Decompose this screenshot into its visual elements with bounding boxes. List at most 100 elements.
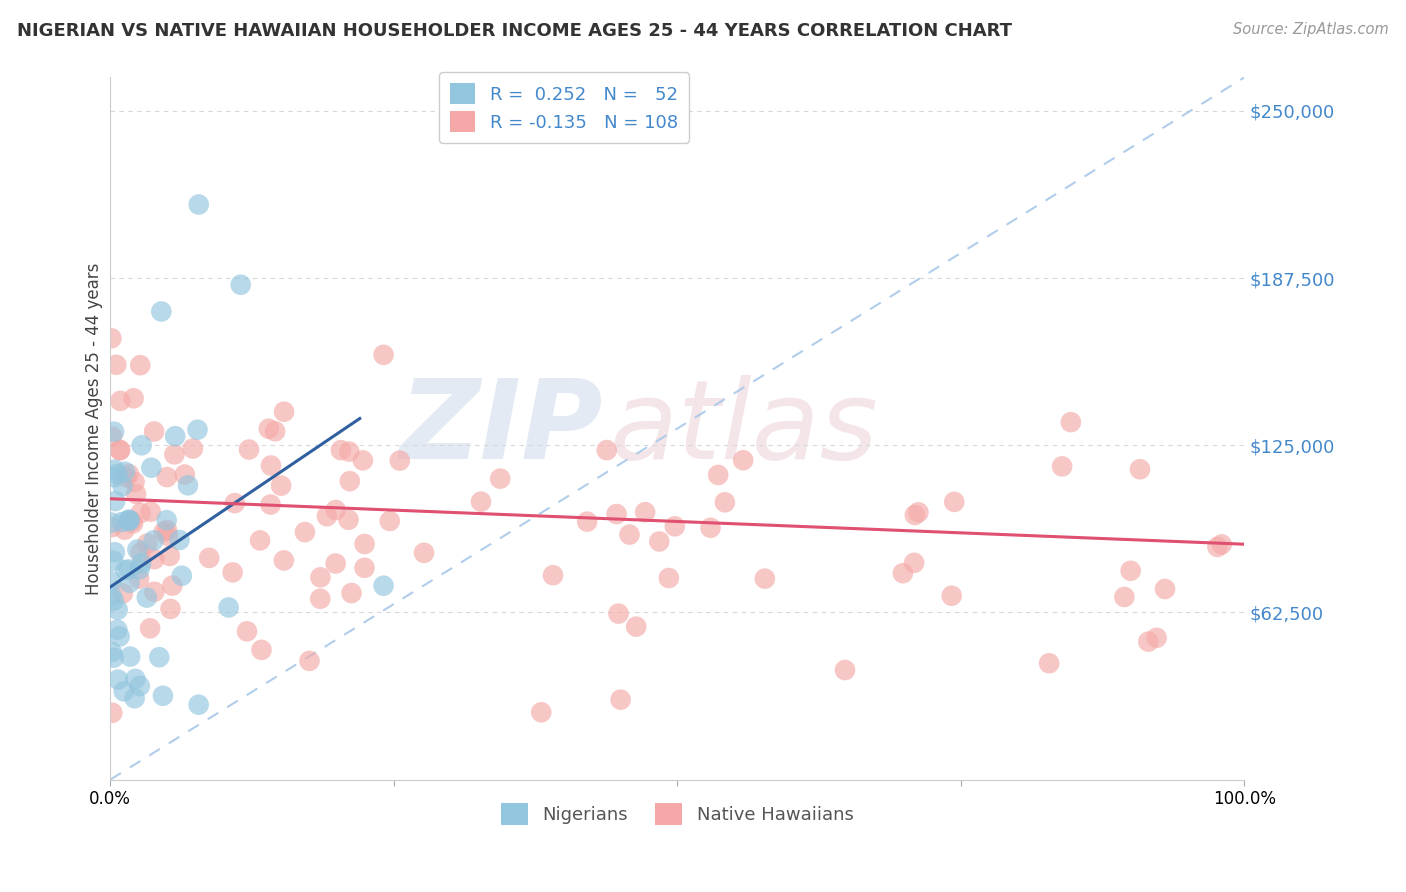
Point [658,571,681,585]
Point [754,572,776,586]
Point [112,684,135,698]
Point [105,623,128,637]
Point [100,574,122,589]
Point [187,197,209,211]
Point [714,495,737,509]
Point [143,552,166,566]
Point [1154,582,1177,596]
Point [125,487,148,501]
Point [339,474,361,488]
Point [273,553,295,567]
Point [128,679,150,693]
Point [143,425,166,439]
Point [162,579,184,593]
Point [353,561,375,575]
Point [107,673,129,687]
Point [135,591,157,605]
Point [273,405,295,419]
Text: Source: ZipAtlas.com: Source: ZipAtlas.com [1233,22,1389,37]
Point [111,515,134,529]
Text: atlas: atlas [609,375,877,482]
Point [100,516,122,530]
Point [104,494,127,508]
Point [309,591,332,606]
Point [576,515,599,529]
Point [100,588,122,602]
Point [114,563,136,577]
Point [111,479,134,493]
Text: NIGERIAN VS NATIVE HAWAIIAN HOUSEHOLDER INCOME AGES 25 - 44 YEARS CORRELATION CH: NIGERIAN VS NATIVE HAWAIIAN HOUSEHOLDER … [17,22,1012,40]
Point [110,393,132,408]
Point [128,572,150,586]
Point [124,691,146,706]
Point [699,521,721,535]
Point [530,706,553,720]
Point [309,570,332,584]
Point [173,467,195,482]
Point [169,533,191,547]
Point [103,594,125,608]
Point [152,689,174,703]
Point [150,304,173,318]
Point [541,568,564,582]
Point [664,519,686,533]
Point [238,442,260,457]
Point [221,566,243,580]
Point [834,663,856,677]
Point [117,513,139,527]
Point [153,524,176,539]
Point [114,470,136,484]
Point [260,458,283,473]
Point [103,425,125,439]
Point [316,509,339,524]
Point [118,513,141,527]
Point [139,505,162,519]
Point [100,520,122,534]
Point [229,277,252,292]
Point [159,549,181,563]
Point [298,654,321,668]
Point [941,589,963,603]
Point [148,650,170,665]
Point [1119,564,1142,578]
Point [606,507,628,521]
Point [108,443,131,458]
Point [101,429,124,443]
Point [259,498,281,512]
Point [388,453,411,467]
Point [120,649,142,664]
Point [170,568,193,582]
Point [609,692,631,706]
Point [156,470,179,484]
Point [118,562,141,576]
Point [470,494,492,508]
Point [129,557,152,571]
Point [118,467,141,482]
Point [108,630,131,644]
Point [224,496,246,510]
Point [107,603,129,617]
Point [136,536,159,550]
Point [624,620,647,634]
Point [163,447,186,461]
Point [141,460,163,475]
Point [489,472,512,486]
Point [1211,537,1233,551]
Point [131,438,153,452]
Point [329,443,352,458]
Point [373,348,395,362]
Legend: Nigerians, Native Hawaiians: Nigerians, Native Hawaiians [492,794,863,834]
Point [1050,459,1073,474]
Point [129,546,152,560]
Point [1206,540,1229,554]
Point [156,523,179,537]
Point [101,706,124,720]
Point [103,650,125,665]
Point [907,505,929,519]
Point [891,566,914,581]
Point [1114,590,1136,604]
Point [111,586,134,600]
Point [103,470,125,484]
Point [378,514,401,528]
Point [250,643,273,657]
